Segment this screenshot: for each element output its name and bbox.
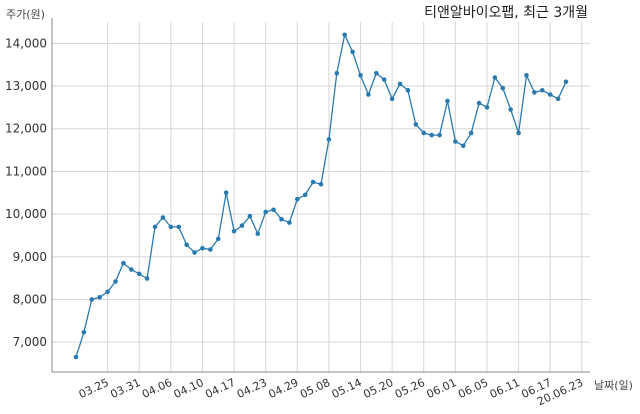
x-tick-label: 03.31: [108, 376, 142, 401]
data-point: [160, 215, 166, 220]
x-tick-label: 06.05: [456, 376, 490, 401]
data-point: [136, 271, 142, 277]
data-point: [508, 107, 513, 112]
data-point: [168, 224, 174, 230]
data-point: [350, 49, 355, 55]
y-tick-labels: 7,000 8,000 9,000 10,000 11,000 12,000 13,000 1…: [5, 36, 47, 349]
data-point: [318, 181, 324, 187]
data-point: [239, 223, 245, 228]
chart-title: 티앤알바이오팹, 최근 3개월: [424, 5, 588, 21]
data-point: [176, 224, 182, 230]
data-point: [113, 279, 118, 284]
data-point: [516, 130, 521, 136]
x-tick-label: 04.17: [203, 376, 237, 401]
x-tick-label: 04.06: [140, 376, 174, 401]
x-tick-label: 05.26: [393, 376, 427, 401]
data-point: [484, 105, 490, 110]
data-point: [358, 73, 363, 78]
y-tick-label: 10,000: [5, 207, 47, 221]
x-tick-label: 04.29: [267, 376, 301, 401]
y-tick-label: 13,000: [5, 79, 47, 93]
data-point: [279, 216, 284, 222]
y-tick-label: 11,000: [5, 164, 47, 178]
data-point: [215, 236, 221, 242]
data-point: [89, 297, 95, 302]
data-point: [208, 247, 213, 252]
data-point: [389, 96, 395, 102]
data-point: [468, 130, 474, 136]
y-axis-label: 주가(원): [6, 8, 45, 21]
x-tick-label: 04.10: [172, 376, 206, 401]
data-point: [271, 207, 276, 213]
grid-lines: [52, 22, 590, 372]
x-tick-label: 06.01: [425, 376, 459, 401]
price-line: [75, 32, 567, 358]
axes: [51, 18, 590, 373]
data-point: [460, 143, 466, 149]
data-point: [302, 192, 308, 198]
data-point: [184, 242, 189, 248]
data-point: [152, 224, 158, 230]
y-tick-label: 8,000: [13, 292, 47, 306]
x-tick-label: 04.23: [235, 376, 269, 401]
data-point: [374, 70, 379, 76]
data-point: [121, 260, 126, 266]
data-point: [192, 250, 197, 255]
data-point: [445, 98, 450, 104]
data-point: [310, 179, 316, 185]
data-point: [200, 245, 205, 251]
data-point: [366, 92, 371, 97]
data-point: [231, 228, 237, 234]
price-series: [73, 32, 569, 360]
data-point: [105, 289, 110, 295]
data-point: [294, 196, 300, 202]
y-tick-label: 12,000: [5, 122, 47, 136]
data-point: [532, 90, 537, 95]
data-point: [429, 132, 434, 138]
data-point: [263, 209, 268, 215]
x-tick-label: 05.20: [361, 376, 395, 401]
data-point: [381, 77, 387, 82]
data-point: [247, 213, 253, 219]
x-tick-label: 06.11: [488, 376, 522, 401]
data-point: [555, 96, 561, 102]
data-point: [73, 354, 79, 360]
data-point: [524, 73, 529, 78]
x-tick-label: 05.08: [298, 376, 332, 401]
x-tick-label: 03.25: [77, 376, 111, 401]
data-point: [81, 330, 87, 335]
x-tick-label: 05.14: [330, 376, 364, 401]
data-point: [563, 79, 569, 85]
data-point: [453, 139, 458, 144]
data-point: [287, 220, 292, 225]
data-point: [397, 81, 403, 87]
y-tick-label: 9,000: [13, 250, 47, 264]
data-point: [129, 267, 134, 272]
data-point: [476, 100, 482, 106]
data-point: [539, 87, 545, 93]
data-point: [421, 130, 427, 136]
data-point: [223, 190, 229, 196]
y-tick-label: 14,000: [5, 36, 47, 50]
data-point: [547, 92, 553, 97]
data-point: [334, 70, 340, 76]
data-point: [342, 32, 348, 38]
data-point: [500, 85, 506, 91]
x-axis-label: 날짜(일): [594, 379, 633, 392]
data-point: [413, 122, 419, 127]
data-point: [144, 276, 150, 281]
data-point: [326, 137, 332, 142]
data-point: [437, 132, 442, 138]
data-point: [492, 75, 498, 80]
data-point: [405, 87, 411, 93]
y-tick-label: 7,000: [13, 335, 47, 349]
data-point: [255, 231, 261, 237]
x-tick-labels: 03.2503.3104.0604.1004.1704.2304.2905.08…: [77, 376, 585, 408]
data-point: [97, 295, 103, 300]
